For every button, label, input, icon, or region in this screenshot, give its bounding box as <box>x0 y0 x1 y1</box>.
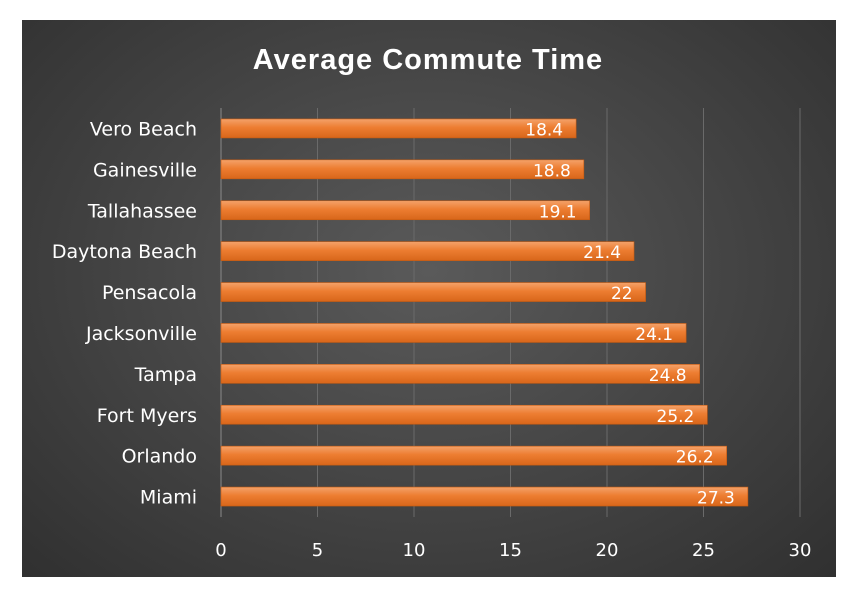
chart-title: Average Commute Time <box>253 44 603 76</box>
data-label: 19.1 <box>539 202 577 222</box>
x-tick-label: 0 <box>215 540 226 561</box>
bar <box>220 159 585 180</box>
data-label: 25.2 <box>657 407 695 427</box>
data-label: 27.3 <box>697 489 735 509</box>
category-label: Daytona Beach <box>52 241 197 263</box>
x-tick-label: 10 <box>403 540 426 561</box>
data-label: 22 <box>611 284 633 304</box>
chart-container: Average Commute Time 0 5 10 15 20 25 30 Vero Be… <box>22 20 836 577</box>
x-tick-label: 25 <box>692 540 715 561</box>
bar <box>220 241 635 261</box>
category-label: Orlando <box>122 446 197 468</box>
category-label: Gainesville <box>93 159 197 181</box>
category-label: Fort Myers <box>97 405 197 427</box>
labels: 0 5 10 15 20 25 30 Vero Beach 18.4 Gainesville 18.… <box>52 118 812 561</box>
data-label: 18.8 <box>533 161 571 181</box>
x-tick-label: 15 <box>499 540 522 561</box>
x-tick-label: 20 <box>596 540 619 561</box>
bar <box>220 404 708 425</box>
bar <box>220 282 646 302</box>
category-label: Tampa <box>134 364 197 386</box>
data-label: 21.4 <box>583 243 621 263</box>
bar <box>220 200 590 221</box>
bar <box>220 364 700 384</box>
bars <box>220 118 749 507</box>
category-label: Vero Beach <box>90 118 197 140</box>
x-tick-label: 5 <box>312 540 323 561</box>
category-label: Jacksonville <box>85 323 197 345</box>
category-label: Pensacola <box>102 282 197 304</box>
bar-chart: Average Commute Time 0 5 10 15 20 25 30 Vero Be… <box>52 44 812 561</box>
bar <box>220 323 687 343</box>
category-label: Miami <box>140 487 197 509</box>
bar <box>220 118 577 139</box>
bar <box>220 486 749 507</box>
category-label: Tallahassee <box>87 200 197 222</box>
bar <box>220 445 727 466</box>
data-label: 18.4 <box>525 120 563 140</box>
x-tick-label: 30 <box>789 540 812 561</box>
data-label: 26.2 <box>676 448 714 468</box>
data-label: 24.1 <box>635 325 673 345</box>
data-label: 24.8 <box>649 366 687 386</box>
